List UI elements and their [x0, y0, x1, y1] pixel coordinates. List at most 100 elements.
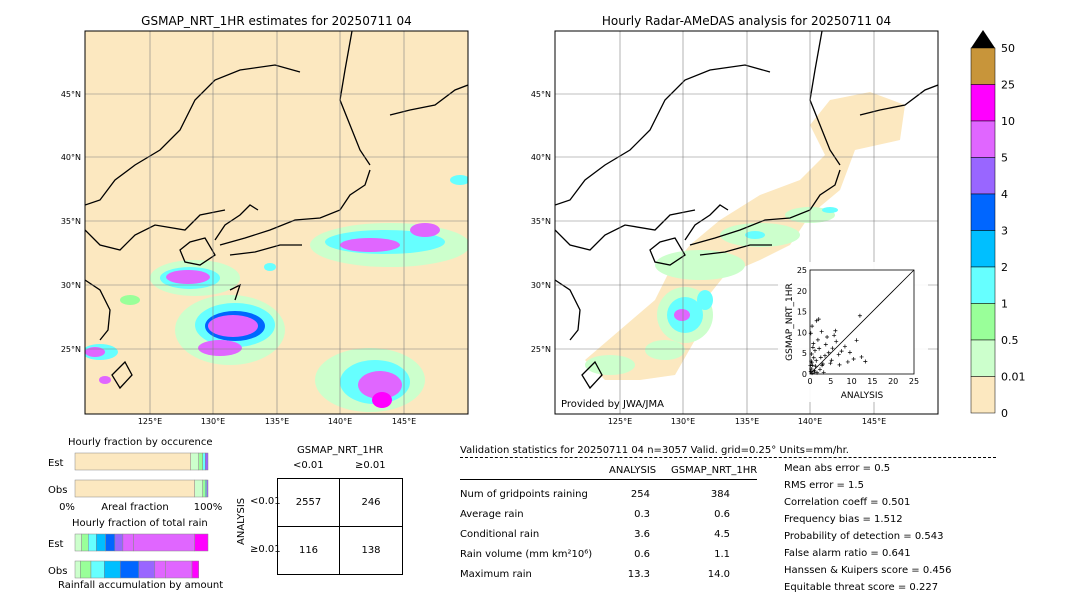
scatter-ytick: 5 — [802, 349, 807, 358]
stat-label-4: Maximum rain — [460, 569, 532, 580]
scatter-point — [817, 346, 822, 351]
ct-title: GSMAP_NRT_1HR — [297, 445, 384, 456]
scatter-point — [826, 350, 831, 355]
left-map: 45°N 40°N 35°N 30°N 25°N 125°E 130°E 135… — [61, 30, 469, 426]
scatter-point — [818, 355, 823, 360]
stats-header: Validation statistics for 20250711 04 n=… — [460, 445, 849, 456]
occurrence-chart: Est Obs 0% Areal fraction 100% — [48, 452, 223, 513]
scatter-ytick: 25 — [797, 266, 807, 275]
ct-grid: 2557 246 116 138 — [277, 478, 403, 575]
score-2: Correlation coeff = 0.501 — [784, 497, 911, 508]
colorbar-segment — [970, 157, 996, 195]
right-rain-field — [585, 92, 905, 380]
stacked-bar-segment — [194, 479, 203, 498]
left-lon-140: 140°E — [328, 417, 352, 426]
occ-tick-0: 0% — [59, 502, 75, 513]
stacked-bar-segment — [194, 533, 209, 552]
stacked-bar-segment — [96, 533, 106, 552]
right-lon-130: 130°E — [671, 417, 695, 426]
stat-label-2: Conditional rain — [460, 529, 540, 540]
occurrence-title: Hourly fraction by occurence — [68, 437, 213, 448]
stacked-bar-segment — [190, 452, 199, 471]
scatter-point — [825, 334, 830, 339]
scatter-ylabel: GSMAP_NRT_1HR — [785, 283, 795, 361]
scatter-point — [845, 359, 850, 364]
colorbar-label: 5 — [1001, 152, 1008, 165]
scatter-point — [833, 328, 838, 333]
left-lon-125: 125°E — [138, 417, 162, 426]
stat-a-3: 0.6 — [634, 549, 650, 560]
scatter-point — [812, 368, 817, 373]
colorbar-segment — [970, 84, 996, 122]
left-lat-45: 45°N — [61, 90, 81, 99]
stat-label-3: Rain volume (mm km²10⁶) — [460, 549, 593, 560]
stacked-bar-segment — [202, 479, 206, 498]
stat-b-4: 14.0 — [707, 569, 730, 580]
stacked-bar-segment — [74, 533, 82, 552]
scatter-xtick: 5 — [828, 377, 833, 386]
stacked-bar-segment — [74, 452, 191, 471]
scatter-point — [832, 333, 837, 338]
stacked-bar-segment — [122, 533, 134, 552]
left-coastlines — [85, 31, 468, 390]
colorbar: 50 25 10 5 4 3 2 1 0.5 0.01 0 — [970, 30, 1026, 420]
scatter-ytick: 15 — [797, 308, 807, 317]
right-lon-125: 125°E — [608, 417, 632, 426]
scatter-xtick: 10 — [847, 377, 857, 386]
scatter-point — [837, 362, 842, 367]
scatter-point — [847, 350, 852, 355]
tot-cat-obs: Obs — [48, 566, 67, 577]
stacked-bar-segment — [119, 560, 140, 579]
ct-col-0: <0.01 — [293, 460, 324, 471]
stat-a-2: 3.6 — [634, 529, 650, 540]
stacked-bar-segment — [114, 533, 124, 552]
colorbar-extend-arrow — [971, 30, 995, 48]
scatter-point — [809, 367, 814, 372]
ct-cell-01: 246 — [361, 497, 381, 508]
stat-a-1: 0.3 — [634, 509, 650, 520]
colorbar-segment — [970, 47, 996, 85]
colorbar-segment — [970, 230, 996, 268]
ct-row-0: <0.01 — [250, 496, 281, 507]
colorbar-segment — [970, 266, 996, 304]
colorbar-label: 50 — [1001, 42, 1015, 55]
totalrain-chart: Est Obs — [48, 533, 209, 579]
scatter-point — [822, 353, 827, 358]
colorbar-segment — [970, 120, 996, 158]
map-credit: Provided by JWA/JMA — [561, 399, 664, 410]
stat-a-4: 13.3 — [627, 569, 650, 580]
scatter-ytick: 10 — [797, 328, 807, 337]
scatter-point — [823, 342, 828, 347]
right-lon-135: 135°E — [735, 417, 759, 426]
stacked-bar-segment — [154, 560, 166, 579]
scatter-point — [815, 370, 820, 375]
ct-row-label: ANALYSIS — [236, 497, 247, 545]
colorbar-label: 10 — [1001, 115, 1015, 128]
stacked-bar-segment — [191, 560, 199, 579]
left-lat-35: 35°N — [61, 217, 81, 226]
scatter-point — [810, 363, 815, 368]
stacked-bar-segment — [165, 560, 193, 579]
totalrain-title: Hourly fraction of total rain — [72, 518, 208, 529]
colorbar-label: 0.01 — [1001, 371, 1026, 384]
ct-cell-00: 2557 — [295, 497, 322, 508]
ct-cell-10: 116 — [298, 545, 319, 556]
stat-b-1: 0.6 — [714, 509, 730, 520]
colorbar-label: 2 — [1001, 261, 1008, 274]
left-lat-30: 30°N — [61, 281, 81, 290]
scatter-point — [819, 329, 824, 334]
stats-divider — [460, 457, 996, 458]
occ-tick-100: 100% — [194, 502, 223, 513]
score-5: False alarm ratio = 0.641 — [784, 548, 911, 559]
scatter-point — [816, 317, 821, 322]
occ-xlabel: Areal fraction — [101, 502, 168, 513]
stacked-bar-segment — [133, 533, 195, 552]
ct-col-1: ≥0.01 — [355, 460, 386, 471]
score-4: Probability of detection = 0.543 — [784, 531, 944, 542]
scatter-point — [821, 370, 826, 375]
left-rain-field — [85, 175, 468, 412]
colorbar-label: 25 — [1001, 79, 1015, 92]
scatter-point — [820, 363, 825, 368]
score-3: Frequency bias = 1.512 — [784, 514, 903, 525]
scatter-point — [859, 354, 864, 359]
